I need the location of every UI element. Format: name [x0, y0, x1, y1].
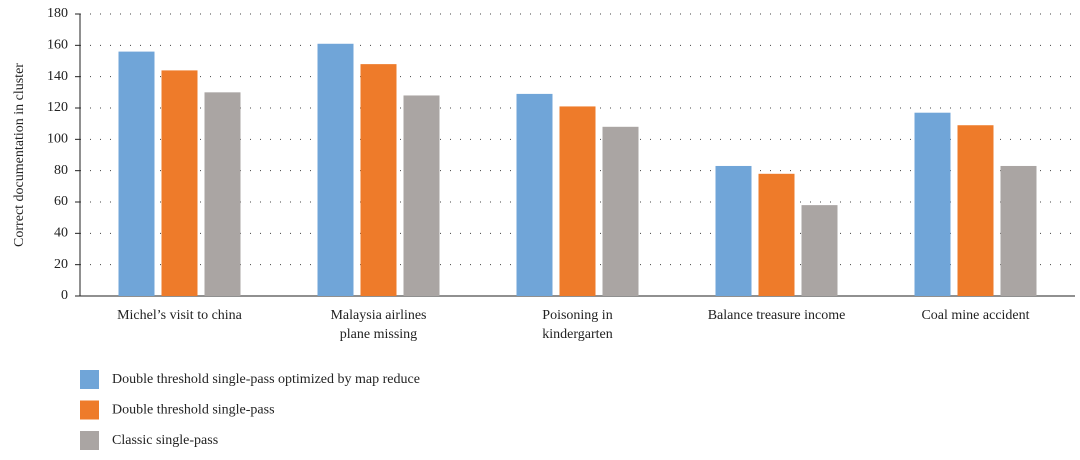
bar: [118, 51, 155, 296]
y-axis-label: Correct documentation in cluster: [12, 63, 27, 247]
legend-label: Classic single-pass: [112, 433, 218, 448]
bar: [403, 95, 440, 296]
bar: [914, 112, 951, 296]
y-tick-label: 80: [54, 163, 68, 178]
y-tick-label: 0: [61, 288, 68, 303]
x-tick-label: Balance treasure income: [707, 308, 846, 323]
y-tick-label: 100: [47, 132, 68, 147]
bar: [204, 92, 241, 296]
bar: [559, 106, 596, 296]
y-tick-label: 60: [54, 194, 68, 209]
bar: [161, 70, 198, 297]
bar: [602, 126, 639, 296]
bar: [516, 93, 553, 297]
bar: [957, 125, 994, 296]
legend-swatch: [80, 370, 99, 389]
y-tick-label: 140: [47, 69, 68, 84]
x-tick-label: Malaysia airlines plane missing: [330, 308, 427, 342]
x-tick-label: Coal mine accident: [921, 308, 1030, 323]
legend-swatch: [80, 400, 99, 420]
legend-label: Double threshold single-pass optimized b…: [112, 372, 420, 387]
legend-swatch: [80, 431, 99, 450]
bar: [317, 43, 354, 297]
bar: [1000, 165, 1037, 296]
y-tick-label: 180: [47, 6, 68, 21]
bar: [801, 205, 838, 296]
y-tick-label: 120: [47, 100, 68, 115]
x-tick-label: Michel’s visit to china: [117, 308, 242, 323]
x-tick-label: Poisoning in kindergarten: [542, 308, 613, 342]
bar: [360, 64, 397, 296]
y-tick-label: 160: [47, 38, 68, 53]
bar: [715, 165, 752, 296]
bar: [758, 173, 795, 296]
y-tick-label: 20: [54, 257, 68, 272]
y-tick-label: 40: [54, 226, 68, 241]
legend-label: Double threshold single-pass: [112, 403, 275, 418]
